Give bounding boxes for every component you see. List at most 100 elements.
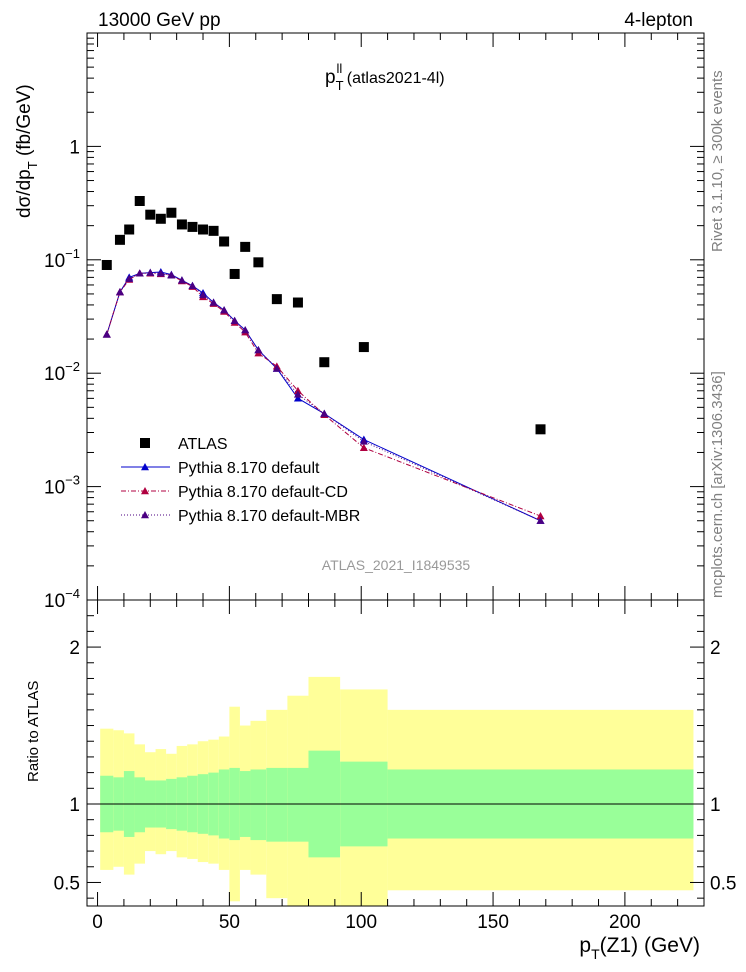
- atlas-data-point: [229, 268, 240, 279]
- plot-title-main: p: [325, 67, 336, 88]
- atlas-data-point: [134, 196, 145, 207]
- plot-title-sub: T: [336, 78, 344, 93]
- main-y-tick-exp: −3: [65, 473, 80, 488]
- atlas-data-point: [319, 357, 330, 368]
- atlas-data-point: [176, 219, 187, 230]
- atlas-data-point: [124, 224, 135, 235]
- main-y-tick-label: 10−4: [44, 586, 80, 612]
- atlas-data-point: [166, 207, 177, 218]
- watermark: ATLAS_2021_I1849535: [322, 557, 471, 573]
- ratio-x-tick-label: 0: [92, 912, 103, 933]
- main-y-tick-label: 10−1: [44, 246, 80, 272]
- main-ylabel-suffix: (fb/GeV): [14, 84, 35, 161]
- atlas-data-point: [145, 209, 156, 220]
- xlabel-main: p: [579, 934, 591, 957]
- mc-data-point: [293, 390, 302, 398]
- legend-label: Pythia 8.170 default-MBR: [178, 508, 360, 525]
- mc-data-point: [536, 516, 545, 524]
- plot-title-suffix: (atlas2021-4l): [342, 70, 444, 87]
- legend-marker: [140, 438, 150, 448]
- mc-data-point: [146, 268, 155, 276]
- plot-title-sup: ll: [337, 61, 343, 76]
- atlas-data-point: [271, 294, 282, 305]
- atlas-data-point: [155, 213, 166, 224]
- atlas-data-point: [253, 257, 264, 268]
- header-right: 4-lepton: [624, 10, 693, 31]
- xlabel: pT(Z1) (GeV): [579, 934, 700, 962]
- mc-data-point: [125, 274, 134, 282]
- mc-data-point: [199, 290, 208, 299]
- legend: ATLAS Pythia 8.170 default Pythia 8.170 de…: [121, 436, 360, 525]
- legend-marker: [141, 511, 149, 519]
- atlas-data-point: [114, 234, 125, 245]
- ratio-y-ticks: 0.5 0.5 1 1 2 2: [54, 615, 736, 899]
- mc-data-point: [102, 330, 111, 338]
- mc-data-point: [320, 409, 329, 417]
- atlas-data-point: [219, 236, 230, 247]
- atlas-data-point: [358, 342, 369, 353]
- ratio-y-tick-label-right: 2: [710, 638, 721, 659]
- mc-data-point: [220, 306, 229, 314]
- ratio-x-tick-label: 200: [609, 912, 641, 933]
- ratio-bands: [100, 676, 694, 906]
- mc-data-point: [359, 443, 368, 451]
- atlas-data-point: [101, 259, 112, 270]
- main-y-tick-exp: −2: [65, 359, 80, 374]
- main-y-tick-exp: −1: [65, 246, 80, 261]
- main-panel: 110−110−210−310−4 pTll (atlas2021-4l) dσ…: [14, 32, 705, 612]
- atlas-data-point: [187, 221, 198, 232]
- legend-marker: [141, 487, 149, 495]
- ratio-y-tick-label: 0.5: [54, 873, 80, 894]
- ratio-y-tick-label-right: 0.5: [710, 873, 736, 894]
- mc-data-point: [359, 437, 368, 445]
- mc-data-point: [536, 512, 545, 520]
- main-marks: [101, 196, 546, 524]
- ratio-y-tick-label-right: 1: [710, 795, 721, 816]
- ratio-frame: [86, 599, 705, 907]
- mc-data-point: [167, 271, 176, 279]
- main-y-tick-base: 10: [44, 364, 65, 385]
- mc-data-point: [209, 298, 218, 306]
- main-ylabel-main: dσ/dp: [14, 169, 35, 218]
- mc-data-point: [156, 269, 165, 277]
- mc-data-point: [115, 288, 124, 296]
- main-y-tick-base: 10: [44, 591, 65, 612]
- legend-label: Pythia 8.170 default: [178, 460, 320, 477]
- main-ylabel: dσ/dpT (fb/GeV): [14, 84, 40, 218]
- xlabel-sub: T: [591, 946, 600, 962]
- mc-data-point: [293, 386, 302, 394]
- ratio-panel: 0.5 0.5 1 1 2 2 0 50 100 150 200 Ratio to ATLAS p…: [25, 599, 736, 962]
- ratio-ylabel: Ratio to ATLAS: [25, 681, 42, 782]
- ratio-x-tick-label: 100: [345, 912, 377, 933]
- stat-uncertainty-band: [250, 769, 267, 841]
- main-y-tick-label: 10−3: [44, 473, 80, 499]
- mc-data-point: [272, 364, 281, 372]
- main-y-tick-label: 1: [69, 137, 80, 158]
- stat-uncertainty-band: [134, 777, 146, 833]
- main-y-tick-base: 1: [69, 137, 80, 158]
- mc-data-point: [254, 346, 263, 354]
- header-left: 13000 GeV pp: [98, 10, 221, 31]
- ratio-x-tick-label: 150: [477, 912, 509, 933]
- legend-marker: [141, 463, 149, 471]
- series-line: [106, 272, 541, 517]
- main-y-ticks: 110−110−210−310−4: [44, 37, 704, 612]
- main-y-tick-exp: −4: [65, 586, 80, 601]
- ratio-y-tick-label: 1: [69, 795, 80, 816]
- atlas-data-point: [208, 225, 219, 236]
- main-x-ticks: [97, 33, 679, 600]
- mc-data-point: [293, 394, 302, 402]
- main-y-tick-label: 10−2: [44, 359, 80, 385]
- mc-data-point: [177, 276, 186, 284]
- mc-data-point: [241, 326, 250, 334]
- main-y-tick-base: 10: [44, 251, 65, 272]
- ratio-x-tick-label: 50: [219, 912, 240, 933]
- main-ylabel-sub: T: [25, 161, 40, 169]
- ratio-y-tick-label: 2: [69, 638, 80, 659]
- plot-title: pTll (atlas2021-4l): [325, 61, 445, 93]
- atlas-data-point: [535, 424, 546, 435]
- stat-uncertainty-band: [287, 767, 309, 842]
- atlas-data-point: [292, 297, 303, 308]
- mc-data-point: [230, 316, 239, 324]
